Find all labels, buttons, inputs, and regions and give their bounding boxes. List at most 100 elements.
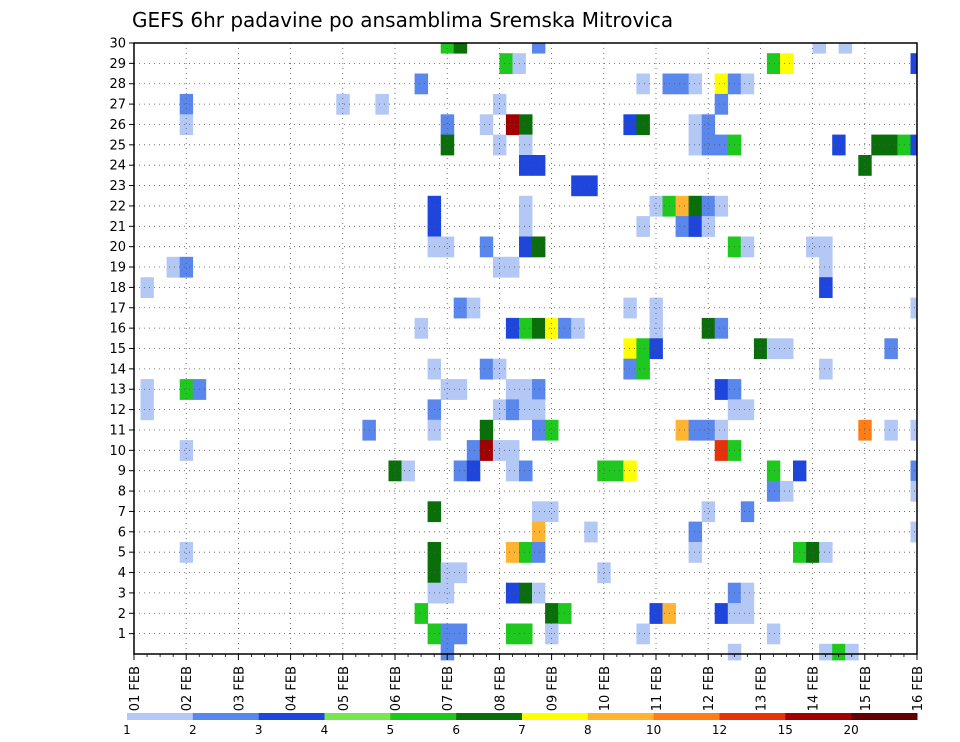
- heatmap-cell: [819, 236, 833, 258]
- y-tick-label: 10: [109, 444, 126, 459]
- x-tick-label: 03 FEB: [232, 666, 247, 711]
- x-tick-label: 06 FEB: [389, 666, 404, 711]
- heatmap-cell: [532, 317, 546, 339]
- heatmap-cell: [545, 419, 559, 441]
- y-tick-label: 30: [109, 37, 126, 52]
- heatmap-cell: [636, 73, 650, 95]
- y-tick-label: 21: [109, 220, 126, 235]
- heatmap-cell: [636, 216, 650, 237]
- color-legend: 1 2 3 4 5 6 7 8 10 12 15 20: [123, 713, 918, 737]
- heatmap-cell: [179, 256, 194, 278]
- chart-title: GEFS 6hr padavine po ansamblima Sremska …: [132, 8, 673, 32]
- heatmap-cell: [714, 440, 729, 461]
- x-tick-label: 14 FEB: [807, 666, 822, 711]
- heatmap-cell: [806, 542, 820, 563]
- heatmap-cell: [884, 419, 898, 441]
- heatmap-cell: [688, 134, 703, 156]
- y-tick-label: 7: [118, 505, 126, 520]
- legend-label: 5: [386, 723, 394, 737]
- heatmap-cell: [910, 53, 918, 74]
- heatmap-cell: [453, 623, 468, 645]
- legend-label: 3: [255, 723, 263, 737]
- legend-swatch: [851, 713, 918, 720]
- heatmap-cell: [714, 603, 729, 624]
- legend-swatch: [587, 713, 655, 720]
- heatmap-cell: [675, 73, 689, 95]
- legend-swatch: [258, 713, 325, 720]
- heatmap-cell: [499, 53, 513, 74]
- heatmap-cell: [532, 521, 546, 543]
- heatmap-cell: [910, 460, 918, 482]
- heatmap-cell: [479, 440, 494, 461]
- y-tick-label: 25: [109, 138, 126, 153]
- heatmap-cell: [479, 236, 494, 258]
- heatmap-cell: [675, 216, 689, 237]
- heatmap-cell: [140, 399, 154, 421]
- legend-swatch: [653, 713, 720, 720]
- heatmap-cell: [532, 501, 546, 523]
- heatmap-cell: [584, 175, 598, 197]
- legend-swatch: [127, 713, 194, 720]
- heatmap-cell: [766, 53, 781, 74]
- legend-swatch: [456, 713, 523, 720]
- heatmap-cell: [519, 317, 533, 339]
- heatmap-cell: [806, 236, 820, 258]
- heatmap-cell: [884, 338, 898, 360]
- heatmap-cell: [688, 542, 703, 563]
- y-tick-label: 13: [109, 383, 126, 398]
- heatmap-cell: [388, 460, 402, 482]
- heatmap-cell: [466, 297, 481, 319]
- heatmap-cell: [812, 43, 827, 54]
- legend-swatch: [522, 713, 589, 720]
- heatmap-cell: [623, 358, 637, 380]
- heatmap-cell: [819, 542, 833, 563]
- y-tick-label: 1: [118, 627, 126, 642]
- heatmap-cell: [505, 582, 520, 604]
- heatmap-cell: [740, 236, 755, 258]
- heatmap-cell: [701, 419, 716, 441]
- y-tick-label: 14: [109, 362, 126, 377]
- heatmap-cell: [479, 114, 494, 136]
- legend-swatch: [192, 713, 260, 720]
- heatmap-cell: [714, 73, 729, 95]
- heatmap-cell: [832, 643, 846, 661]
- heatmap-cell: [532, 155, 546, 176]
- y-tick-label: 29: [109, 57, 126, 72]
- heatmap-cell: [623, 297, 637, 319]
- legend-label: 2: [189, 723, 197, 737]
- heatmap-cell: [519, 399, 533, 421]
- legend-label: 6: [452, 723, 460, 737]
- heatmap-cell: [819, 358, 833, 380]
- heatmap-cell: [910, 480, 918, 502]
- heatmap-cell: [584, 521, 598, 543]
- heatmap-cell: [675, 419, 689, 441]
- heatmap-cell: [453, 297, 468, 319]
- y-tick-label: 17: [109, 301, 126, 316]
- x-tick-label: 08 FEB: [493, 666, 508, 711]
- heatmap-cell: [440, 379, 455, 400]
- heatmap-cell: [780, 480, 794, 502]
- heatmap-cell: [166, 256, 181, 278]
- heatmap-cell: [453, 379, 468, 400]
- heatmap-cell: [179, 440, 194, 461]
- heatmap-cell: [545, 501, 559, 523]
- heatmap-cell: [701, 114, 716, 136]
- x-tick-label: 02 FEB: [180, 666, 195, 711]
- y-tick-label: 27: [109, 98, 126, 113]
- legend-label: 1: [123, 723, 131, 737]
- heatmap-cell: [453, 562, 468, 584]
- y-tick-label: 20: [109, 240, 126, 255]
- heatmap-cell: [688, 195, 703, 217]
- x-tick-label: 01 FEB: [128, 666, 143, 711]
- heatmap-cell: [440, 643, 455, 661]
- heatmap-cell: [910, 297, 918, 319]
- heatmap-cell: [519, 582, 533, 604]
- heatmap-cell: [714, 93, 729, 115]
- legend-label: 4: [321, 723, 329, 737]
- heatmap-cell: [714, 134, 729, 156]
- heatmap-cell: [453, 460, 468, 482]
- y-tick-label: 12: [109, 403, 126, 418]
- heatmap-cell: [532, 399, 546, 421]
- heatmap-cell: [505, 114, 520, 136]
